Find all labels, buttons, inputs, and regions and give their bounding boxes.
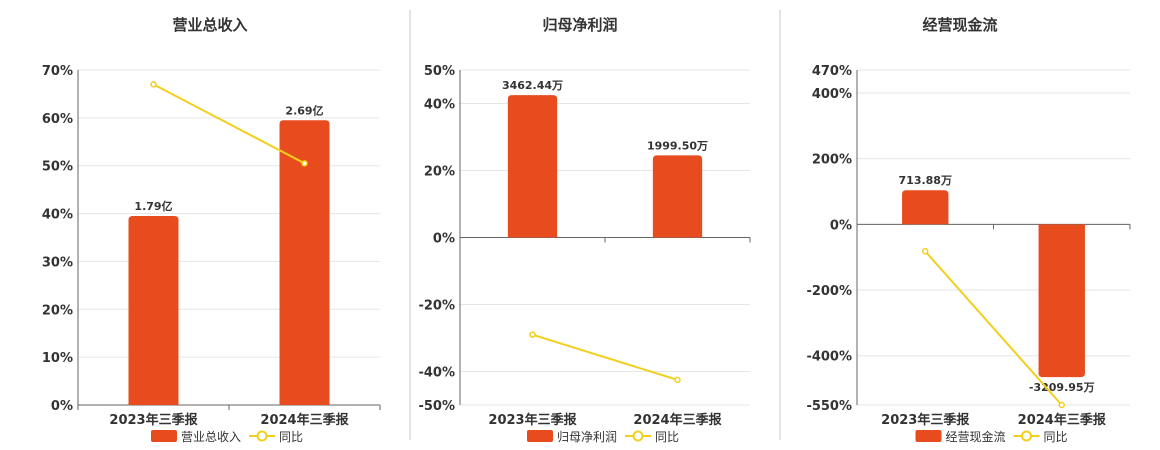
legend-line-marker	[256, 430, 268, 442]
legend-bar-swatch	[151, 430, 177, 442]
legend-line-marker	[1021, 430, 1032, 442]
chart-title: 归母净利润	[542, 16, 617, 34]
bar	[652, 155, 703, 238]
y-tick-label: 0%	[433, 232, 455, 247]
yoy-point	[922, 248, 929, 255]
x-category-label: 2024年三季报	[260, 412, 349, 428]
yoy-point	[150, 81, 157, 88]
legend-bar-swatch	[527, 430, 553, 442]
y-tick-label: 40%	[424, 98, 455, 113]
legend-line-label: 同比	[655, 430, 679, 444]
y-tick-label: 10%	[42, 351, 73, 366]
y-tick-label: 20%	[42, 303, 73, 318]
yoy-point	[529, 331, 536, 338]
bar-value-label: -3209.95万	[1029, 381, 1095, 394]
x-category-label: 2023年三季报	[109, 412, 198, 428]
y-tick-label: -400%	[806, 350, 852, 365]
y-tick-label: 20%	[424, 165, 455, 180]
x-category-label: 2023年三季报	[881, 412, 970, 428]
yoy-line	[153, 83, 305, 165]
y-tick-label: 0%	[51, 399, 73, 414]
y-tick-label: 200%	[812, 153, 852, 168]
y-tick-label: 30%	[42, 255, 73, 270]
x-category-label: 2024年三季报	[1018, 412, 1107, 428]
bar-value-label: 3462.44万	[502, 79, 563, 92]
bar	[507, 95, 558, 238]
yoy-line	[532, 333, 678, 381]
legend-line-marker	[632, 430, 644, 442]
x-category-label: 2023年三季报	[488, 412, 577, 428]
y-tick-label: -200%	[806, 284, 852, 299]
bar-value-label: 2.69亿	[285, 103, 323, 117]
bar	[902, 190, 949, 225]
bar	[1038, 224, 1085, 378]
y-tick-label: 400%	[812, 87, 852, 102]
chart-title: 经营现金流	[922, 16, 997, 34]
yoy-point	[674, 376, 681, 384]
y-tick-label: 50%	[424, 64, 455, 79]
bar	[279, 120, 330, 405]
y-tick-label: 0%	[830, 218, 852, 233]
y-tick-label: -20%	[418, 299, 455, 314]
yoy-line	[924, 250, 1063, 406]
y-tick-label: 470%	[812, 64, 852, 79]
legend-bar-swatch	[915, 430, 942, 442]
bar-value-label: 713.88万	[899, 174, 952, 187]
bar-value-label: 1999.50万	[647, 139, 708, 152]
bar-value-label: 1.79亿	[134, 199, 172, 213]
x-category-label: 2024年三季报	[633, 412, 722, 428]
y-tick-label: 50%	[42, 160, 73, 175]
legend-bar-label: 归母净利润	[557, 430, 617, 444]
y-tick-label: 40%	[42, 208, 73, 223]
y-tick-label: -50%	[418, 399, 455, 414]
legend-line-label: 同比	[279, 430, 303, 444]
y-tick-label: -40%	[418, 366, 455, 381]
yoy-point	[1058, 401, 1065, 409]
chart-title: 营业总收入	[172, 16, 247, 34]
legend-bar-label: 营业总收入	[181, 430, 241, 444]
yoy-point	[301, 160, 308, 167]
y-tick-label: 60%	[42, 112, 73, 127]
legend-line-label: 同比	[1044, 430, 1068, 444]
legend-bar-label: 经营现金流	[946, 429, 1006, 444]
y-tick-label: -550%	[806, 399, 852, 414]
y-tick-label: 70%	[42, 64, 73, 79]
bar	[128, 215, 179, 405]
